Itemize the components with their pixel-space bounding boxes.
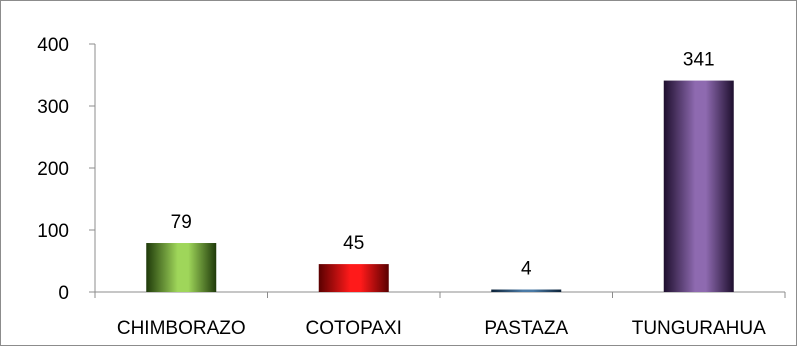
data-label-pastaza: 4 [521,259,532,280]
bar-tungurahua [663,80,734,292]
data-label-tungurahua: 341 [683,50,715,71]
category-label-pastaza: PASTAZA [484,318,568,339]
y-tick-label: 400 [37,35,69,56]
bar-cotopaxi [318,264,389,292]
category-label-cotopaxi: COTOPAXI [306,318,402,339]
y-tick-label: 100 [37,221,69,242]
bar-pastaza [491,289,562,292]
category-label-chimborazo: CHIMBORAZO [117,318,246,339]
y-tick-label: 200 [37,159,69,180]
data-label-chimborazo: 79 [171,212,192,233]
data-label-cotopaxi: 45 [343,233,364,254]
bar-chimborazo [146,243,217,292]
category-label-tungurahua: TUNGURAHUA [632,318,766,339]
y-tick-label: 0 [58,283,69,304]
y-tick-label: 300 [37,97,69,118]
